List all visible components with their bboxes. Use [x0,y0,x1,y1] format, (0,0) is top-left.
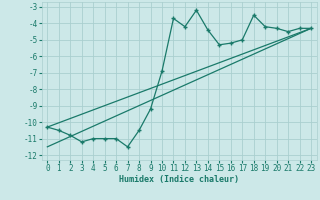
X-axis label: Humidex (Indice chaleur): Humidex (Indice chaleur) [119,175,239,184]
